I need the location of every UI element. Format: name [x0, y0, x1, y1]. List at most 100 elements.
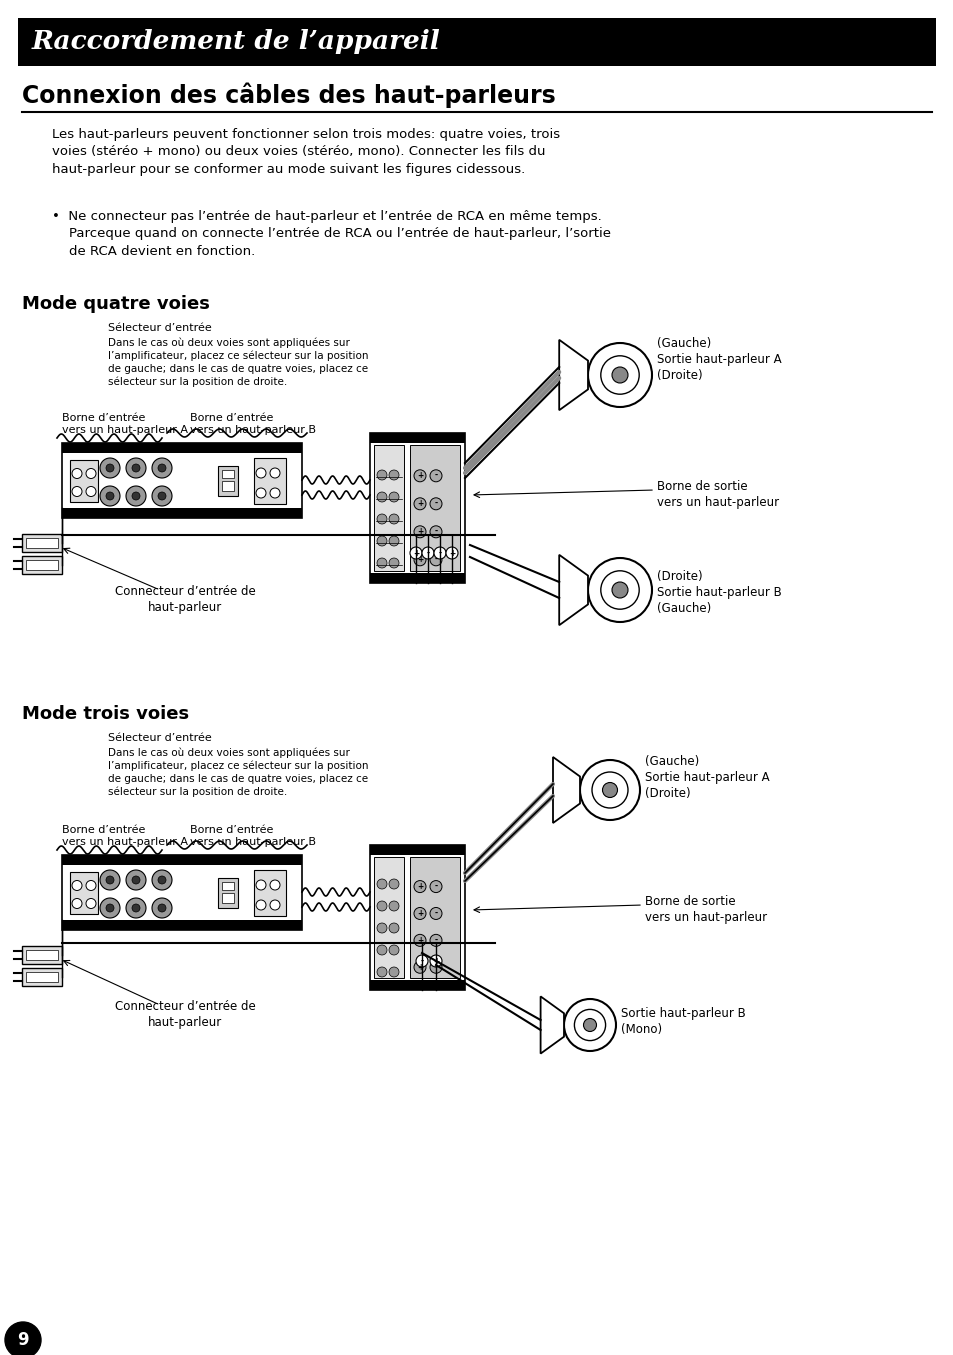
Bar — [70, 871, 98, 913]
Circle shape — [270, 900, 280, 911]
Circle shape — [86, 486, 96, 496]
Bar — [370, 573, 464, 583]
Circle shape — [389, 944, 398, 955]
Bar — [253, 458, 286, 504]
Bar — [410, 444, 459, 570]
Circle shape — [376, 879, 387, 889]
Circle shape — [389, 923, 398, 934]
Bar — [18, 18, 935, 66]
Bar — [26, 972, 58, 982]
Bar — [70, 459, 98, 501]
Text: +: + — [416, 909, 423, 917]
Circle shape — [430, 554, 441, 566]
Circle shape — [100, 486, 120, 505]
Circle shape — [376, 944, 387, 955]
Circle shape — [132, 904, 140, 912]
Circle shape — [574, 1009, 605, 1041]
Bar — [22, 534, 62, 551]
Circle shape — [132, 492, 140, 500]
Circle shape — [430, 470, 441, 482]
Bar — [26, 560, 58, 570]
Circle shape — [126, 870, 146, 890]
Text: Borne d’entrée
vers un haut-parleur A: Borne d’entrée vers un haut-parleur A — [62, 413, 188, 435]
Text: -: - — [434, 882, 437, 892]
Bar — [218, 466, 237, 496]
Circle shape — [158, 492, 166, 500]
Text: -: - — [434, 936, 437, 944]
Circle shape — [106, 463, 113, 472]
Circle shape — [587, 558, 651, 622]
Text: +: + — [416, 963, 423, 972]
Circle shape — [430, 497, 441, 509]
Circle shape — [71, 881, 82, 890]
Text: +: + — [413, 549, 418, 557]
Circle shape — [270, 879, 280, 890]
Circle shape — [600, 356, 639, 394]
Circle shape — [376, 470, 387, 480]
Text: 9: 9 — [17, 1331, 29, 1350]
Bar — [62, 508, 302, 518]
Text: -: - — [434, 963, 437, 972]
Circle shape — [106, 875, 113, 883]
Circle shape — [106, 492, 113, 500]
Circle shape — [434, 547, 446, 560]
Text: (Gauche)
Sortie haut-parleur A
(Droite): (Gauche) Sortie haut-parleur A (Droite) — [657, 337, 781, 382]
Circle shape — [430, 935, 441, 946]
Bar — [222, 470, 233, 478]
Circle shape — [376, 967, 387, 977]
Circle shape — [430, 961, 441, 973]
Text: Borne de sortie
vers un haut-parleur: Borne de sortie vers un haut-parleur — [644, 896, 766, 924]
Text: Mode trois voies: Mode trois voies — [22, 705, 189, 724]
Bar — [222, 481, 233, 491]
Text: -: - — [420, 957, 423, 966]
Circle shape — [270, 488, 280, 499]
Circle shape — [414, 908, 426, 920]
Circle shape — [376, 558, 387, 568]
Bar — [22, 556, 62, 575]
Text: (Gauche)
Sortie haut-parleur A
(Droite): (Gauche) Sortie haut-parleur A (Droite) — [644, 755, 769, 799]
Circle shape — [132, 875, 140, 883]
Polygon shape — [558, 340, 587, 411]
Circle shape — [430, 955, 441, 967]
Circle shape — [389, 901, 398, 911]
Bar — [26, 538, 58, 547]
Text: -: - — [426, 549, 429, 557]
Circle shape — [126, 486, 146, 505]
Text: Sélecteur d’entrée: Sélecteur d’entrée — [108, 322, 212, 333]
Bar — [374, 856, 403, 978]
Circle shape — [100, 898, 120, 917]
Circle shape — [414, 470, 426, 482]
Bar — [370, 846, 464, 855]
Text: +: + — [416, 499, 423, 508]
Circle shape — [132, 463, 140, 472]
Circle shape — [414, 961, 426, 973]
Circle shape — [255, 488, 266, 499]
Circle shape — [376, 537, 387, 546]
Bar — [22, 946, 62, 963]
Circle shape — [612, 583, 627, 598]
Circle shape — [389, 879, 398, 889]
Circle shape — [583, 1019, 596, 1031]
Circle shape — [421, 547, 434, 560]
Circle shape — [5, 1322, 41, 1355]
Circle shape — [414, 935, 426, 946]
Circle shape — [158, 904, 166, 912]
Polygon shape — [540, 996, 563, 1054]
Bar — [62, 855, 302, 930]
Circle shape — [71, 486, 82, 496]
Text: +: + — [416, 472, 423, 480]
Circle shape — [430, 908, 441, 920]
Text: -: - — [434, 499, 437, 508]
Circle shape — [158, 875, 166, 883]
Circle shape — [376, 901, 387, 911]
Text: Connecteur d’entrée de
haut-parleur: Connecteur d’entrée de haut-parleur — [114, 585, 255, 614]
Circle shape — [430, 526, 441, 538]
Bar — [370, 846, 464, 991]
Circle shape — [100, 870, 120, 890]
Circle shape — [255, 879, 266, 890]
Bar — [253, 870, 286, 916]
Text: Sélecteur d’entrée: Sélecteur d’entrée — [108, 733, 212, 743]
Circle shape — [106, 904, 113, 912]
Polygon shape — [558, 554, 587, 625]
Text: Mode quatre voies: Mode quatre voies — [22, 295, 210, 313]
